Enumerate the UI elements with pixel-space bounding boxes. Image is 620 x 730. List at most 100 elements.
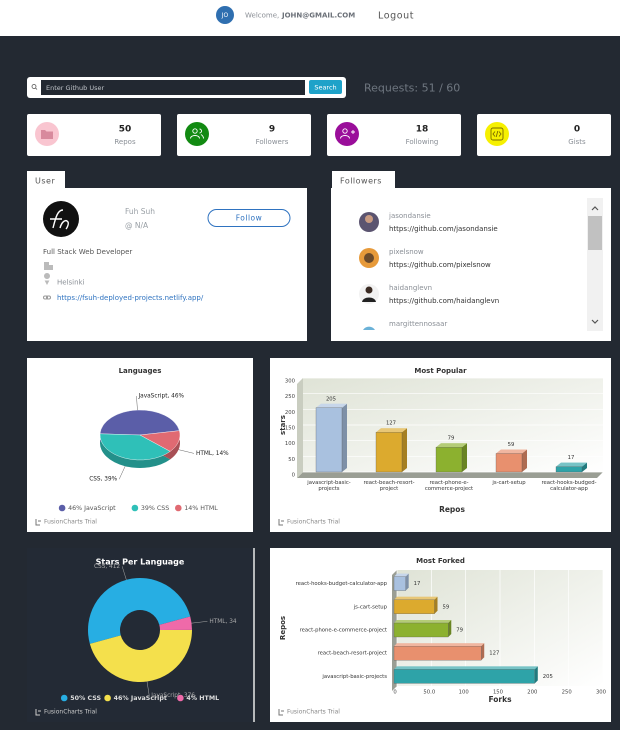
welcome-text: Welcome, bbox=[245, 12, 279, 20]
follower-url[interactable]: https://github.com/pixelsnow bbox=[389, 261, 491, 269]
pie-slice bbox=[99, 433, 171, 461]
chart-title: Most Popular bbox=[414, 367, 467, 375]
follower-url[interactable]: https://github.com/jasondansie bbox=[389, 225, 498, 233]
bar-top-shade bbox=[394, 666, 538, 670]
bar-side-shade bbox=[582, 462, 587, 472]
doughnut-slice bbox=[159, 616, 192, 630]
data-label: 17 bbox=[568, 455, 575, 461]
link-icon bbox=[43, 295, 51, 300]
chart-title: Languages bbox=[119, 367, 162, 375]
legend-swatch bbox=[58, 504, 66, 512]
bar-side bbox=[462, 443, 467, 472]
person-plus-glyph bbox=[340, 128, 355, 139]
bar-top-shade bbox=[394, 643, 485, 647]
category-label-box: react-hooks-budged-calculator-app bbox=[541, 480, 597, 493]
bar-top-shade bbox=[436, 443, 467, 448]
legend-swatch bbox=[131, 504, 139, 512]
bar-side bbox=[448, 620, 452, 637]
bar bbox=[393, 599, 435, 614]
follower-url[interactable]: https://github.com/haidanglevn bbox=[389, 297, 499, 305]
follower-avatar-body bbox=[362, 297, 376, 302]
x-axis-title: Forks bbox=[488, 695, 512, 704]
company-icon bbox=[44, 262, 53, 270]
tab-label: Followers bbox=[340, 177, 382, 186]
bar-side-shade bbox=[481, 643, 485, 661]
label-connector bbox=[178, 449, 195, 454]
category-label-box: react-phone-e-commerce-project bbox=[425, 480, 473, 492]
bar bbox=[393, 669, 535, 684]
x-tick-label: 250 bbox=[562, 690, 573, 696]
y-tick-label: 300 bbox=[285, 379, 296, 385]
data-label: 205 bbox=[326, 396, 336, 402]
y-tick-label: react-phone-e-commerce-project bbox=[300, 628, 387, 634]
bar-top bbox=[316, 403, 347, 408]
people-glyph bbox=[190, 128, 204, 139]
category-label-box: react-beach-resort-project bbox=[363, 480, 415, 493]
follower-avatar-face bbox=[365, 215, 373, 223]
bar bbox=[495, 453, 523, 473]
bar-side bbox=[342, 403, 347, 472]
bar-top-shade bbox=[316, 403, 347, 408]
follow-button[interactable] bbox=[207, 209, 291, 227]
follower-login: pixelsnow bbox=[389, 248, 424, 256]
tab bbox=[332, 171, 395, 189]
follower-login: margittennosaar bbox=[389, 320, 447, 328]
user-name: Fuh Suh bbox=[125, 207, 155, 216]
logout-button[interactable]: Logout bbox=[378, 11, 414, 22]
bar-top bbox=[394, 620, 452, 623]
y-tick-label: 0 bbox=[292, 473, 296, 479]
bar bbox=[435, 447, 463, 473]
doughnut-slice bbox=[89, 629, 193, 682]
follower-avatar-face bbox=[364, 253, 374, 263]
data-label: JavaScript, 46% bbox=[137, 394, 184, 400]
bar-side-shade bbox=[462, 443, 467, 472]
plot-wall bbox=[297, 378, 303, 478]
data-label: 59 bbox=[443, 604, 450, 610]
chart-title: Most Forked bbox=[416, 557, 465, 565]
y-tick-label: 200 bbox=[285, 410, 296, 416]
legend-label: 4% HTML bbox=[186, 695, 219, 702]
x-tick-label: react-beach-resort-project bbox=[363, 480, 415, 493]
x-tick-label: 0 bbox=[393, 690, 397, 696]
scrollbar-thumb[interactable] bbox=[588, 216, 602, 250]
x-tick-label: react-hooks-budged-calculator-app bbox=[541, 480, 597, 493]
y-tick-label: 50 bbox=[288, 457, 295, 463]
search-icon bbox=[31, 84, 37, 89]
category-label-box: javascript-basic-projects bbox=[307, 480, 350, 492]
bar-top bbox=[436, 443, 467, 448]
bar bbox=[315, 407, 343, 473]
follower-avatar-face bbox=[365, 286, 373, 294]
search-button[interactable] bbox=[309, 80, 342, 94]
bar-side-shade bbox=[522, 449, 527, 472]
stat-card bbox=[477, 114, 611, 156]
user-blog-link[interactable]: https://fsuh-deployed-projects.netlify.a… bbox=[57, 294, 204, 302]
bar bbox=[393, 622, 449, 638]
stat-card bbox=[327, 114, 461, 156]
top-bar bbox=[0, 0, 620, 36]
search-icon-handle bbox=[35, 87, 38, 90]
tab-label: User bbox=[35, 177, 55, 186]
search-input[interactable] bbox=[41, 80, 305, 95]
pie-slice bbox=[99, 409, 180, 436]
bar-top bbox=[376, 428, 407, 433]
scroll-up[interactable] bbox=[591, 206, 599, 211]
label-connector bbox=[121, 566, 127, 580]
data-label: CSS, 39% bbox=[89, 477, 117, 483]
stat-label: Followers bbox=[256, 138, 289, 146]
bar-top-shade bbox=[394, 596, 438, 600]
stat-value: 50 bbox=[119, 125, 132, 135]
scroll-down[interactable] bbox=[591, 319, 599, 324]
bar-top-shade bbox=[496, 449, 527, 454]
data-label: 79 bbox=[456, 628, 463, 634]
y-tick-label: 150 bbox=[285, 426, 296, 432]
follower-login: haidanglevn bbox=[389, 284, 432, 292]
bar-top-shade bbox=[394, 620, 452, 623]
bar-side bbox=[582, 462, 587, 472]
stat-value: 0 bbox=[574, 125, 580, 135]
credit-logo bbox=[278, 709, 284, 716]
bar-side bbox=[522, 449, 527, 472]
y-axis-title: stars bbox=[279, 415, 287, 435]
legend-label: 14% HTML bbox=[184, 505, 218, 512]
y-tick-label: 100 bbox=[285, 441, 296, 447]
search-button-label: Search bbox=[314, 84, 336, 92]
